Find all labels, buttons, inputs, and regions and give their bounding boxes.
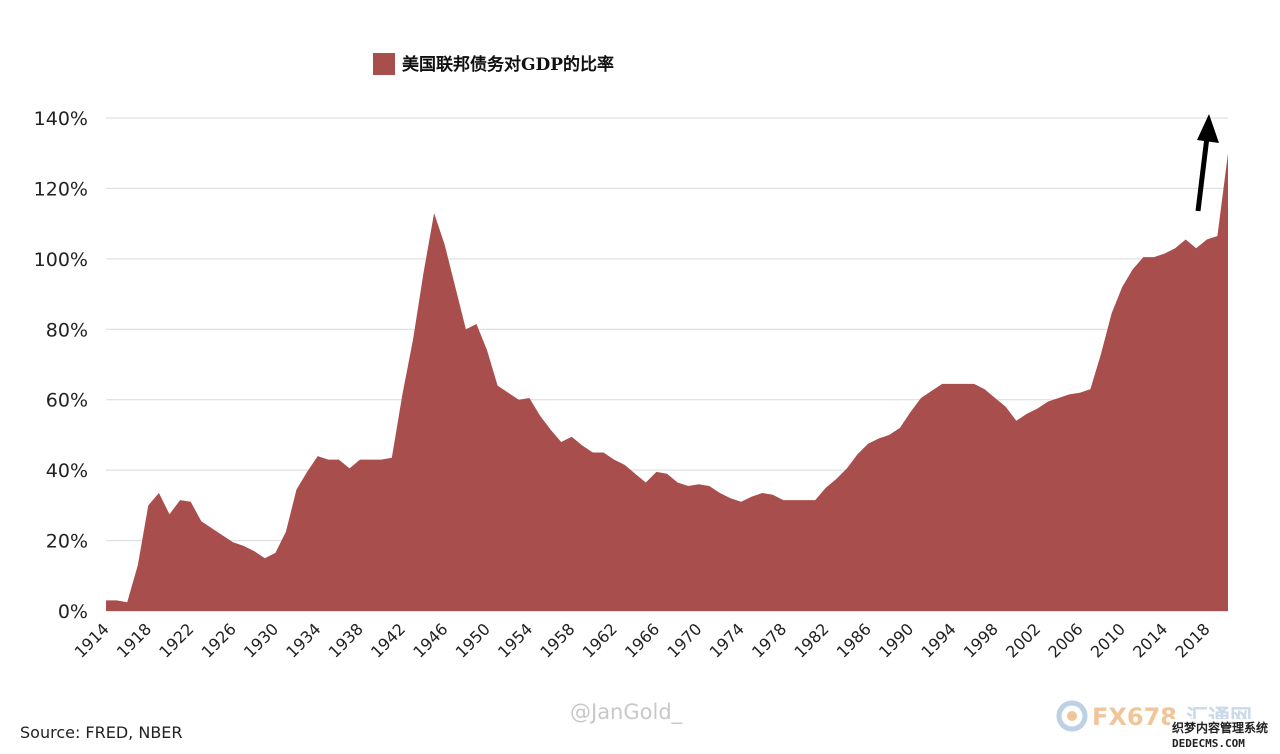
y-tick-label: 60% <box>46 390 88 412</box>
x-tick-label: 1914 <box>71 619 113 661</box>
x-tick-label: 1946 <box>409 619 451 661</box>
y-tick-label: 20% <box>46 531 88 553</box>
x-tick-label: 1934 <box>282 619 324 661</box>
x-tick-label: 1918 <box>113 619 155 661</box>
legend-label: 美国联邦债务对GDP的比率 <box>402 54 614 75</box>
y-tick-label: 0% <box>58 601 88 623</box>
logo-ring-icon <box>1056 700 1088 732</box>
x-tick-label: 1986 <box>833 619 875 661</box>
y-axis-ticks: 0% 20% 40% 60% 80% 100% 120% 140% <box>34 108 88 623</box>
x-tick-label: 1962 <box>579 619 621 661</box>
source-note: Source: FRED, NBER <box>20 723 183 742</box>
x-tick-label: 1926 <box>198 619 240 661</box>
y-tick-label: 120% <box>34 178 88 200</box>
x-tick-label: 1930 <box>240 619 282 661</box>
x-tick-label: 1938 <box>325 619 367 661</box>
logo-cn-text: 织梦内容管理系统 <box>1172 720 1268 735</box>
x-tick-label: 2014 <box>1129 619 1171 661</box>
x-axis-ticks: 1914 1918 1922 1926 1930 1934 1938 1942 1946 1950… <box>71 619 1214 661</box>
x-tick-label: 1954 <box>494 619 536 661</box>
x-tick-label: 2006 <box>1044 619 1086 661</box>
x-tick-label: 2002 <box>1002 619 1044 661</box>
growth-arrow <box>1195 114 1219 212</box>
legend: 美国联邦债务对GDP的比率 <box>373 53 614 75</box>
y-tick-label: 80% <box>46 319 88 341</box>
fx678-logo: FX678 汇通网 织梦内容管理系统 DEDECMS.COM <box>1056 700 1268 750</box>
x-tick-label: 1978 <box>748 619 790 661</box>
logo-url-text: DEDECMS.COM <box>1172 737 1245 750</box>
y-tick-label: 140% <box>34 108 88 130</box>
arrow-shaft <box>1195 136 1210 212</box>
logo-main-text: FX678 <box>1092 703 1177 731</box>
legend-swatch <box>373 53 395 75</box>
x-tick-label: 1922 <box>155 619 197 661</box>
y-tick-label: 40% <box>46 460 88 482</box>
x-tick-label: 1982 <box>790 619 832 661</box>
watermark-handle: @JanGold_ <box>570 700 683 725</box>
logo-dot-icon <box>1067 711 1077 721</box>
x-tick-label: 1994 <box>917 619 959 661</box>
debt-to-gdp-area <box>106 153 1228 611</box>
x-tick-label: 1974 <box>706 619 748 661</box>
x-tick-label: 2010 <box>1087 619 1129 661</box>
x-tick-label: 1990 <box>875 619 917 661</box>
x-tick-label: 1942 <box>367 619 409 661</box>
x-tick-label: 1966 <box>621 619 663 661</box>
x-tick-label: 2018 <box>1171 619 1213 661</box>
logo-cn-bg <box>1170 719 1268 735</box>
x-tick-label: 1958 <box>536 619 578 661</box>
x-tick-label: 1970 <box>663 619 705 661</box>
x-tick-label: 1998 <box>960 619 1002 661</box>
arrow-head <box>1197 114 1219 143</box>
x-tick-label: 1950 <box>452 619 494 661</box>
y-tick-label: 100% <box>34 249 88 271</box>
